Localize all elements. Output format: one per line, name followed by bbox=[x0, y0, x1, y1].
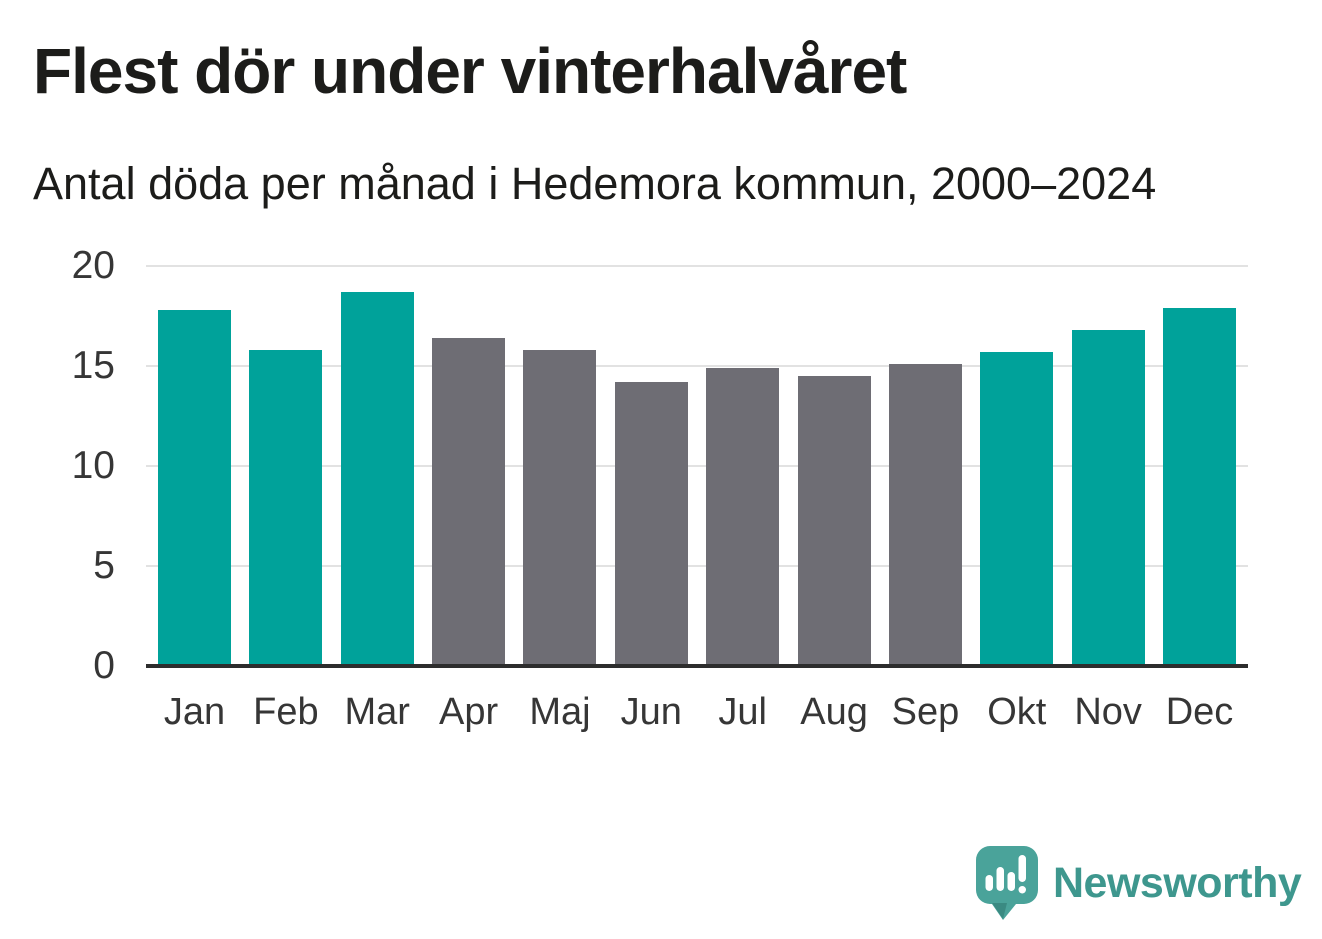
chart-subtitle: Antal döda per månad i Hedemora kommun, … bbox=[33, 158, 1157, 209]
x-axis: Jan Feb Mar Apr Maj Jun Jul Aug Sep Okt Nov Dec bbox=[146, 690, 1248, 740]
bar-okt bbox=[980, 352, 1054, 666]
bar-sep bbox=[888, 364, 962, 666]
x-tick-label-dec: Dec bbox=[1165, 691, 1234, 733]
bar-nov bbox=[1071, 330, 1145, 666]
gridline-10 bbox=[146, 465, 1248, 467]
x-axis-baseline bbox=[146, 664, 1248, 668]
x-tick-label-apr: Apr bbox=[439, 691, 499, 733]
y-tick-label-5: 5 bbox=[93, 544, 115, 587]
bar-dec bbox=[1163, 308, 1236, 666]
bar-maj bbox=[523, 350, 597, 666]
x-tick-label-mar: Mar bbox=[344, 691, 410, 733]
gridline-5 bbox=[146, 565, 1248, 567]
y-tick-label-15: 15 bbox=[71, 344, 115, 387]
bar-aug bbox=[797, 376, 871, 666]
x-tick-label-jun: Jun bbox=[620, 691, 682, 733]
plot-area bbox=[146, 265, 1248, 666]
y-axis: 0 5 10 15 20 bbox=[0, 244, 128, 687]
x-tick-label-aug: Aug bbox=[800, 691, 868, 733]
chart-title: Flest dör under vinterhalvåret bbox=[33, 35, 907, 107]
bar-jun bbox=[614, 382, 688, 666]
bar-jan bbox=[158, 310, 231, 666]
x-tick-label-maj: Maj bbox=[529, 691, 591, 733]
bar-jul bbox=[706, 368, 780, 666]
brand-name: Newsworthy bbox=[1053, 859, 1302, 907]
logo-speech-bubble-icon bbox=[976, 846, 1038, 920]
bar-feb bbox=[249, 350, 323, 666]
x-tick-label-jul: Jul bbox=[718, 691, 767, 733]
y-tick-label-10: 10 bbox=[71, 444, 115, 487]
y-tick-label-0: 0 bbox=[93, 644, 115, 687]
x-tick-label-okt: Okt bbox=[987, 691, 1047, 733]
bar-apr bbox=[432, 338, 506, 666]
newsworthy-logo: Newsworthy bbox=[976, 846, 1302, 921]
gridline-20 bbox=[146, 265, 1248, 267]
x-tick-label-jan: Jan bbox=[163, 691, 226, 733]
x-tick-label-feb: Feb bbox=[253, 691, 319, 733]
gridline-15 bbox=[146, 365, 1248, 367]
x-tick-label-sep: Sep bbox=[891, 691, 960, 733]
bar-mar bbox=[340, 292, 414, 666]
y-tick-label-20: 20 bbox=[71, 244, 115, 287]
x-tick-label-nov: Nov bbox=[1074, 691, 1142, 733]
